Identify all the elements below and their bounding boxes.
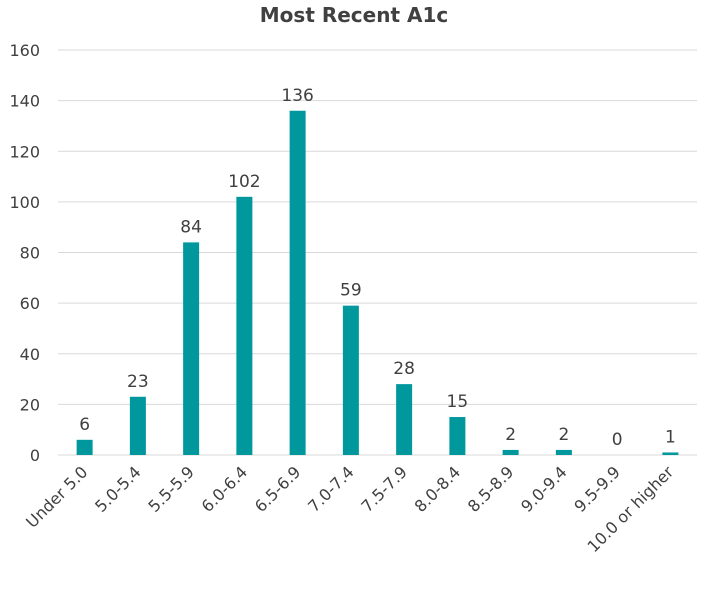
x-tick-label: Under 5.0 bbox=[22, 462, 91, 531]
bar bbox=[662, 452, 679, 455]
data-label: 136 bbox=[281, 86, 313, 106]
y-tick-label: 100 bbox=[9, 193, 40, 212]
y-tick-label: 140 bbox=[9, 92, 40, 111]
y-tick-label: 0 bbox=[30, 446, 40, 465]
x-tick-label: 9.0-9.4 bbox=[517, 462, 571, 516]
x-tick-label: 7.5-7.9 bbox=[357, 462, 411, 516]
data-label: 102 bbox=[228, 172, 260, 192]
data-label: 6 bbox=[79, 415, 90, 435]
bars bbox=[76, 110, 679, 455]
bar bbox=[555, 449, 572, 455]
chart-title: Most Recent A1c bbox=[260, 3, 448, 27]
bar bbox=[183, 242, 200, 455]
x-tick-label: 5.5-5.9 bbox=[144, 462, 198, 516]
y-tick-label: 20 bbox=[20, 395, 40, 414]
x-tick-label: 9.5-9.9 bbox=[570, 462, 624, 516]
y-axis-ticks: 0 20 40 60 80 100 120 140 160 bbox=[9, 41, 40, 465]
bar bbox=[502, 449, 519, 455]
data-label: 1 bbox=[665, 427, 676, 447]
x-tick-label: 7.0-7.4 bbox=[304, 462, 358, 516]
bar bbox=[289, 110, 306, 455]
data-label: 0 bbox=[612, 430, 623, 450]
x-tick-label: 5.0-5.4 bbox=[91, 462, 145, 516]
data-label: 84 bbox=[180, 217, 202, 237]
x-tick-label: 6.5-6.9 bbox=[251, 462, 305, 516]
y-tick-label: 40 bbox=[20, 345, 40, 364]
gridlines bbox=[58, 49, 697, 456]
y-tick-label: 80 bbox=[20, 244, 40, 263]
x-axis-ticks: Under 5.0 5.0-5.4 5.5-5.9 6.0-6.4 6.5-6.9 7.0… bbox=[22, 462, 677, 556]
y-tick-label: 120 bbox=[9, 142, 40, 161]
x-tick-label: 6.0-6.4 bbox=[198, 462, 252, 516]
data-label: 2 bbox=[558, 425, 569, 445]
data-label: 23 bbox=[127, 372, 149, 392]
bar bbox=[129, 396, 146, 455]
x-tick-label: 8.5-8.9 bbox=[464, 462, 518, 516]
data-labels: 6 23 84 102 136 59 28 15 2 2 0 1 bbox=[79, 86, 676, 450]
bar bbox=[342, 305, 359, 455]
data-label: 59 bbox=[340, 281, 362, 301]
data-label: 15 bbox=[447, 392, 469, 412]
y-tick-label: 60 bbox=[20, 294, 40, 313]
bar bbox=[449, 417, 466, 455]
bar bbox=[236, 196, 253, 455]
data-label: 2 bbox=[505, 425, 516, 445]
bar bbox=[396, 384, 413, 455]
x-tick-label: 8.0-8.4 bbox=[411, 462, 465, 516]
bar bbox=[76, 439, 93, 455]
data-label: 28 bbox=[393, 359, 415, 379]
y-tick-label: 160 bbox=[9, 41, 40, 60]
